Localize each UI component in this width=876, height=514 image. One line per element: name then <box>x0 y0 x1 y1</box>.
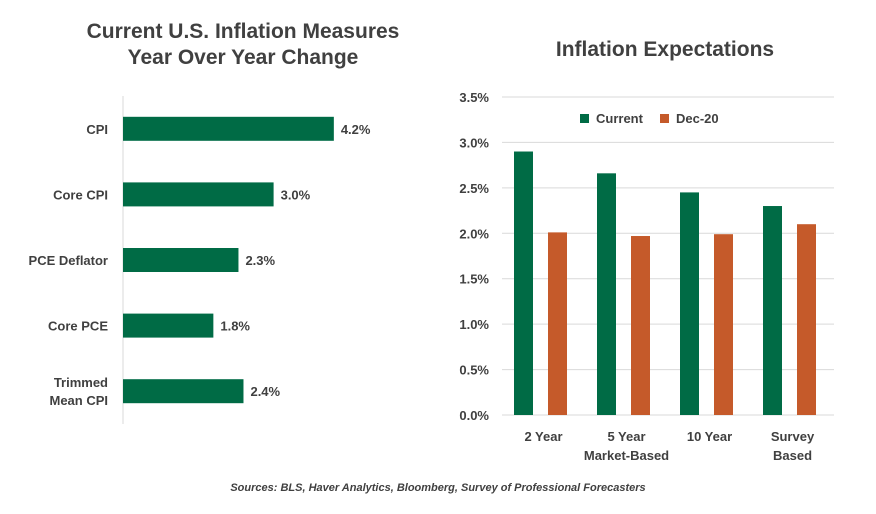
x-category-label: Survey Based <box>771 429 815 463</box>
bar-current-3 <box>680 192 699 415</box>
legend-swatch-current <box>580 114 589 123</box>
y-tick-label: 2.5% <box>459 181 489 196</box>
left-value-label: 3.0% <box>281 187 311 202</box>
y-tick-label: 1.5% <box>459 272 489 287</box>
bar-dec-20-2 <box>631 236 650 415</box>
x-category-label: 10 Year <box>687 429 732 444</box>
left-category-label: CPI <box>86 122 108 137</box>
left-chart-inflation-measures: Current U.S. Inflation Measures Year Over… <box>29 20 400 424</box>
legend-label: Dec-20 <box>676 111 719 126</box>
x-category-label-line: 10 Year <box>687 429 732 444</box>
x-category-label: 5 Year Market-Based <box>584 429 669 463</box>
bar-current-2 <box>597 173 616 415</box>
left-chart-title-line: Year Over Year Change <box>128 46 359 69</box>
bar-dec-20-3 <box>714 234 733 415</box>
bar-current-1 <box>514 151 533 415</box>
y-tick-label: 1.0% <box>459 317 489 332</box>
legend-swatch-dec-20 <box>660 114 669 123</box>
bar-pce-deflator <box>123 248 239 272</box>
left-chart-title-line: Current U.S. Inflation Measures <box>87 20 400 43</box>
left-category-label-line: Mean CPI <box>49 393 108 408</box>
x-category-label: 2 Year <box>524 429 562 444</box>
left-value-label: 1.8% <box>220 319 250 334</box>
left-category-label: PCE Deflator <box>29 253 108 268</box>
y-tick-label: 3.0% <box>459 135 489 150</box>
left-category-label-line: Core PCE <box>48 319 108 334</box>
x-category-label-line: 5 Year <box>607 429 645 444</box>
bar-dec-20-4 <box>797 224 816 415</box>
left-category-label-line: PCE Deflator <box>29 253 108 268</box>
left-category-label-line: Trimmed <box>54 375 108 390</box>
right-chart-title: Inflation Expectations <box>556 38 774 61</box>
bar-cpi <box>123 116 334 141</box>
x-category-label-line: Survey <box>771 429 815 444</box>
y-tick-label: 2.0% <box>459 226 489 241</box>
y-tick-label: 0.5% <box>459 363 489 378</box>
bar-core-cpi <box>123 182 274 207</box>
left-category-label-line: CPI <box>86 122 108 137</box>
left-category-label-line: Core CPI <box>53 187 108 202</box>
legend-label: Current <box>596 111 644 126</box>
left-value-label: 4.2% <box>341 122 371 137</box>
x-category-label-line: 2 Year <box>524 429 562 444</box>
right-chart-inflation-expectations: Inflation Expectations 0.0% 0.5% 1.0% 1.5% 2.… <box>459 38 834 463</box>
left-chart-title: Current U.S. Inflation Measures Year Over… <box>87 20 400 69</box>
bar-current-4 <box>763 206 782 415</box>
x-category-label-line: Based <box>773 448 812 463</box>
left-value-label: 2.4% <box>250 384 280 399</box>
left-category-label: Core PCE <box>48 319 108 334</box>
bar-dec-20-1 <box>548 232 567 415</box>
x-category-label-line: Market-Based <box>584 448 669 463</box>
y-tick-label: 3.5% <box>459 90 489 105</box>
y-tick-label: 0.0% <box>459 408 489 423</box>
bar-core-pce <box>123 313 214 338</box>
left-category-label: Core CPI <box>53 187 108 202</box>
left-value-label: 2.3% <box>245 253 275 268</box>
bar-trimmed-mean-cpi <box>123 379 244 404</box>
left-category-label: Trimmed Mean CPI <box>49 375 108 408</box>
source-note: Sources: BLS, Haver Analytics, Bloomberg… <box>230 482 645 494</box>
